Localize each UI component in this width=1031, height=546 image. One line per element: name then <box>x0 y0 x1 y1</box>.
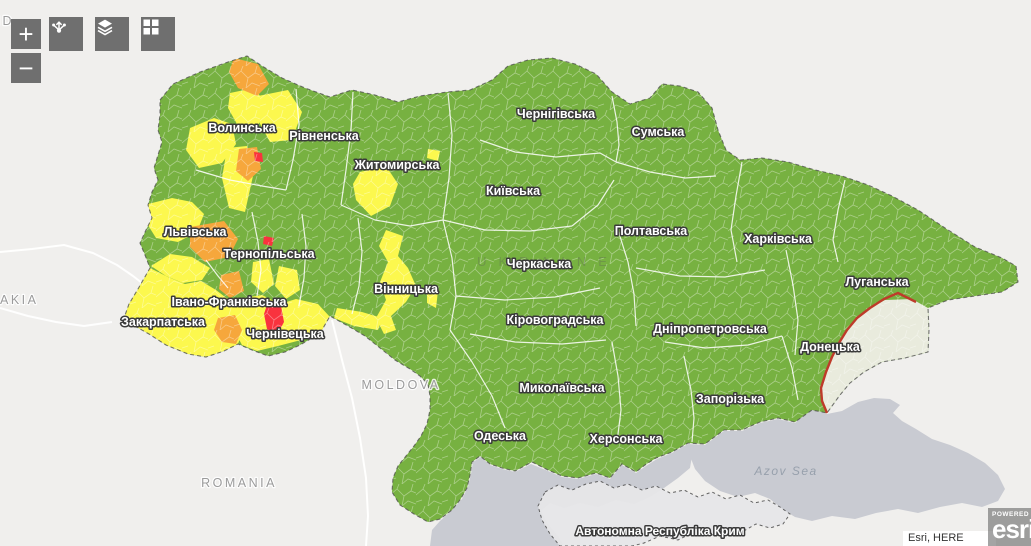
oblast-label-cherkaska: Черкаська <box>507 257 572 271</box>
esri-logo[interactable]: POWERED BY esri <box>988 508 1031 546</box>
ukraine-state-border <box>123 55 1019 523</box>
oblast-label-volynska: Волинська <box>208 121 276 135</box>
oblast-label-odeska: Одеська <box>474 429 527 443</box>
layers-icon <box>97 19 113 36</box>
oblast-label-zakarpatska: Закарпатська <box>121 315 206 329</box>
oblast-label-khersonska: Херсонська <box>590 432 664 446</box>
azov-sea-label: Azov Sea <box>753 464 817 478</box>
powered-by-text: POWERED BY <box>992 511 1031 518</box>
slovakia-label-fragment: AKIA <box>0 293 39 307</box>
map-attribution: Esri, HERE <box>903 531 996 546</box>
oblast-label-kharkivska: Харківська <box>744 232 813 246</box>
country-border-lines <box>0 244 369 546</box>
zoom-in-button[interactable]: + <box>11 19 41 49</box>
poland-label-fragment: ND <box>0 14 14 28</box>
oblast-label-chernivetska: Чернівецька <box>246 327 324 341</box>
oblast-label-mykolaivska: Миколаївська <box>519 381 605 395</box>
oblast-label-chernihivska: Чернігівська <box>517 107 596 121</box>
basemap-gallery-button[interactable] <box>141 17 175 51</box>
moldova-label: MOLDOVA <box>361 378 440 392</box>
oblast-label-zaporizka: Запорізька <box>696 392 765 406</box>
romania-label: ROMANIA <box>201 476 277 490</box>
layers-button[interactable] <box>95 17 129 51</box>
share-button[interactable] <box>49 17 83 51</box>
crimea-label: Автономна Республіка Крим <box>575 524 744 538</box>
oblast-boundaries <box>195 88 846 443</box>
oblast-label-sumska: Сумська <box>632 125 686 139</box>
ukraine-basemap-label: UKRAINE <box>477 254 619 269</box>
azov-sea <box>688 398 1005 521</box>
oblast-label-luhanska: Луганська <box>845 275 909 289</box>
oblast-label-ternopilska: Тернопільська <box>223 247 315 261</box>
oblast-label-dnipropetrovska: Дніпропетровська <box>653 322 768 336</box>
oblast-label-zhytomyrska: Житомирська <box>354 158 441 172</box>
oblast-labels: Волинська Рівненська Житомирська Чернігі… <box>120 106 912 540</box>
contact-line <box>819 291 917 414</box>
oblast-label-kyivska: Київська <box>486 184 541 198</box>
crimea-region <box>537 480 791 546</box>
oblast-label-lvivska: Львівська <box>164 225 228 239</box>
oblast-label-donetska: Донецька <box>800 340 861 354</box>
zoom-out-button[interactable]: − <box>11 53 41 83</box>
share-icon <box>52 21 66 33</box>
oblast-label-vinnytska: Вінницька <box>374 282 439 296</box>
oblast-label-ivano-frankivska: Івано-Франківська <box>171 295 287 309</box>
oblast-label-kirovohradska: Кіровоградська <box>507 313 605 327</box>
esri-brand-text: esri <box>992 514 1031 544</box>
basemap-grid-icon <box>143 19 159 35</box>
oblast-label-rivnenska: Рівненська <box>289 129 359 143</box>
oblast-label-poltavska: Полтавська <box>615 224 689 238</box>
